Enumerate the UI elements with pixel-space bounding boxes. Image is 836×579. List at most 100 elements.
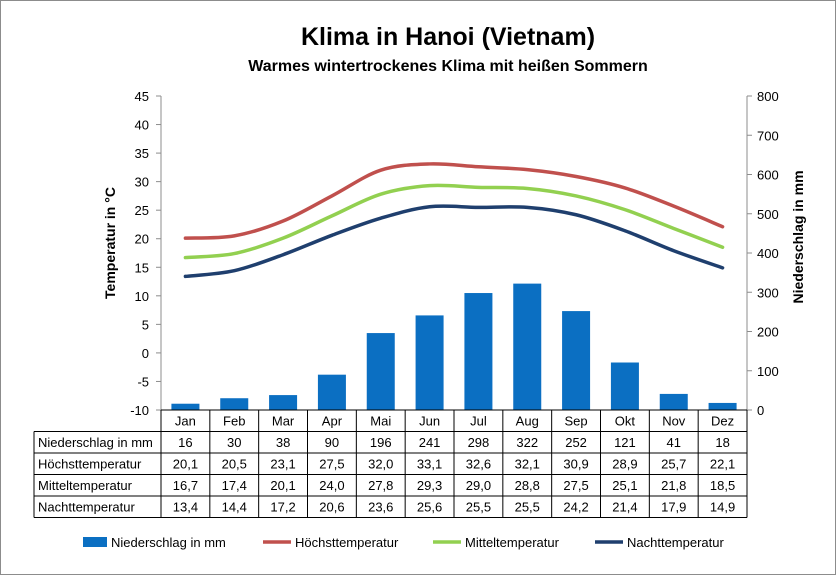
legend: Niederschlag in mm Höchsttemperatur Mittel… [83,535,724,550]
table-cell: 17,2 [270,500,295,515]
category-label: Apr [322,414,343,429]
precip-bar [415,315,444,410]
table-cell: 24,2 [563,500,588,515]
max-temp-line [183,162,725,240]
left-tick-label: 35 [135,146,149,161]
right-tick-label: 100 [757,364,779,379]
table-cell: 22,1 [710,457,735,472]
table-cell: 21,4 [612,500,637,515]
right-tick-label: 400 [757,246,779,261]
legend-precip-swatch [83,537,107,547]
precip-bar [708,402,737,410]
right-tick-label: 600 [757,168,779,183]
table-cell: 25,6 [417,500,442,515]
table-cell: 32,6 [466,457,491,472]
right-tick-label: 0 [757,403,764,418]
precip-bar [562,311,591,410]
right-tick-label: 500 [757,207,779,222]
table-cell: 241 [419,435,441,450]
table-cell: 90 [325,435,339,450]
table-cell: 20,6 [319,500,344,515]
table-cell: 25,7 [661,457,686,472]
table-cell: 33,1 [417,457,442,472]
mean-temp-line [183,183,725,260]
right-tick-label: 200 [757,325,779,340]
category-label: Mar [272,414,295,429]
table-cell: 27,8 [368,478,393,493]
legend-label: Niederschlag in mm [111,535,226,550]
data-table: Jan Feb Mar Apr Mai Jun Jul Aug Sep Okt Nov Dez Nied… [33,409,748,518]
precip-bar [659,393,688,410]
table-cell: 17,4 [222,478,247,493]
table-cell: 298 [468,435,490,450]
table-cell: 29,3 [417,478,442,493]
table-cell: 196 [370,435,392,450]
left-axis-label: Temperatur in °C [102,187,118,299]
table-cell: 14,4 [222,500,247,515]
category-label: Nov [662,414,686,429]
night-temp-line [183,204,725,279]
table-cell: 25,5 [515,500,540,515]
table-cell: 23,6 [368,500,393,515]
table-cell: 16,7 [173,478,198,493]
precip-bar [464,293,493,410]
category-label: Okt [615,414,636,429]
left-tick-label: 45 [135,89,149,104]
table-cell: 28,9 [612,457,637,472]
chart-title: Klima in Hanoi (Vietnam) [301,23,595,51]
left-tick-label: 20 [135,232,149,247]
category-label: Aug [516,414,539,429]
table-cell: 20,1 [173,457,198,472]
category-label: Jan [175,414,196,429]
plot-area: 45 40 35 30 25 20 15 10 5 0 -5 -10 800 700 600 500 400 30… [130,89,779,418]
right-axis-label: Niederschlag in mm [790,170,806,303]
table-cell: 28,8 [515,478,540,493]
table-cell: 322 [516,435,538,450]
table-row-header: Niederschlag in mm [38,435,153,450]
table-cell: 30 [227,435,241,450]
table-cell: 32,1 [515,457,540,472]
precip-bar [220,398,249,410]
category-label: Jul [470,414,487,429]
table-cell: 32,0 [368,457,393,472]
category-label: Mai [370,414,391,429]
table-cell: 27,5 [319,457,344,472]
category-label: Jun [419,414,440,429]
left-tick-label: 30 [135,175,149,190]
table-cell: 18 [715,435,729,450]
table-cell: 29,0 [466,478,491,493]
table-cell: 20,1 [270,478,295,493]
table-cell: 30,9 [563,457,588,472]
table-row-header: Höchsttemperatur [38,457,142,472]
table-cell: 20,5 [222,457,247,472]
category-label: Dez [711,414,734,429]
legend-label: Mitteltemperatur [465,535,560,550]
legend-label: Höchsttemperatur [295,535,399,550]
left-tick-label: 15 [135,260,149,275]
right-tick-label: 800 [757,89,779,104]
left-tick-label: 0 [142,346,149,361]
table-cell: 121 [614,435,636,450]
left-tick-label: 5 [142,317,149,332]
left-tick-label: -10 [130,403,149,418]
precip-bar [366,333,395,410]
table-row-header: Nachttemperatur [38,500,135,515]
category-label: Feb [223,414,245,429]
precip-bar [610,362,639,410]
table-cell: 27,5 [563,478,588,493]
precip-bar [317,374,346,410]
left-tick-label: 40 [135,118,149,133]
table-cell: 14,9 [710,500,735,515]
precip-bar [171,403,200,410]
table-cell: 18,5 [710,478,735,493]
table-cell: 41 [667,435,681,450]
table-cell: 252 [565,435,587,450]
table-cell: 25,1 [612,478,637,493]
right-tick-label: 700 [757,128,779,143]
table-cell: 25,5 [466,500,491,515]
chart-subtitle: Warmes wintertrockenes Klima mit heißen … [248,58,648,75]
table-cell: 16 [178,435,192,450]
table-cell: 21,8 [661,478,686,493]
left-tick-label: 10 [135,289,149,304]
